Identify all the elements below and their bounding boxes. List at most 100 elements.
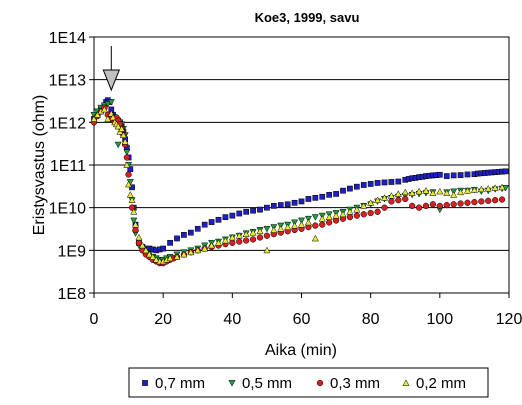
series-1 — [90, 99, 510, 264]
data-point — [346, 208, 354, 215]
data-point — [256, 227, 264, 235]
y-axis-title: Eristysvastus (ohm) — [31, 95, 48, 235]
data-point — [498, 183, 506, 191]
data-point — [311, 234, 319, 242]
data-point — [388, 179, 395, 185]
y-tick-label: 1E12 — [49, 115, 86, 132]
data-point — [256, 234, 264, 241]
data-point — [121, 138, 129, 145]
data-point — [130, 208, 138, 215]
data-point — [326, 191, 333, 198]
data-point — [242, 230, 250, 237]
data-point — [284, 223, 292, 230]
data-point — [312, 194, 319, 201]
data-point — [297, 217, 306, 225]
data-point — [340, 187, 346, 194]
legend-marker — [316, 379, 324, 387]
data-point — [100, 105, 108, 113]
data-point — [263, 225, 271, 233]
x-axis-title: Aika (min) — [265, 342, 337, 359]
data-point — [502, 168, 509, 175]
data-point — [471, 198, 478, 206]
data-point — [415, 204, 423, 211]
data-point — [104, 115, 112, 122]
x-tick-label: 40 — [223, 311, 241, 328]
data-point — [125, 171, 132, 178]
data-point — [402, 195, 409, 203]
data-point — [339, 210, 347, 218]
y-tick-label: 1E10 — [49, 201, 86, 218]
data-point — [443, 201, 450, 209]
x-tick-label: 60 — [293, 311, 311, 328]
data-point — [311, 214, 319, 221]
data-point — [394, 190, 402, 197]
data-point — [478, 198, 485, 205]
data-point — [229, 212, 236, 219]
data-point — [93, 111, 101, 118]
data-point — [90, 115, 98, 122]
data-point — [450, 191, 458, 198]
data-point — [152, 256, 160, 263]
data-point — [436, 171, 443, 178]
data-point — [463, 187, 472, 194]
data-point — [180, 250, 188, 258]
data-point — [263, 246, 271, 254]
data-point — [450, 201, 457, 208]
data-point — [443, 189, 451, 196]
data-point — [222, 214, 229, 220]
data-point — [395, 178, 402, 185]
y-tick-label: 1E14 — [49, 30, 86, 47]
data-point — [201, 244, 209, 252]
legend-box — [128, 367, 489, 398]
data-point — [284, 201, 291, 208]
data-point — [443, 173, 450, 179]
data-point — [249, 229, 257, 236]
data-point — [221, 236, 229, 244]
data-point — [353, 183, 360, 190]
data-point — [374, 180, 381, 186]
data-point — [319, 221, 326, 228]
data-point — [409, 202, 416, 210]
data-point — [264, 204, 270, 211]
x-tick-label: 100 — [426, 311, 453, 328]
data-point — [374, 208, 381, 215]
data-point — [208, 241, 216, 249]
data-point — [214, 239, 223, 246]
data-point — [353, 205, 361, 213]
data-point — [104, 101, 112, 108]
data-point — [374, 196, 382, 204]
data-point — [457, 172, 464, 178]
data-point — [333, 191, 339, 197]
data-point — [250, 207, 256, 214]
legend-marker — [142, 380, 148, 386]
arrow-head — [102, 69, 121, 92]
data-point — [325, 213, 333, 220]
data-point — [145, 250, 153, 258]
data-point — [388, 198, 395, 205]
data-point — [235, 232, 243, 239]
y-tick-label: 1E13 — [49, 73, 86, 90]
data-point — [291, 221, 299, 229]
data-point — [119, 131, 127, 139]
data-point — [228, 233, 236, 241]
data-point — [346, 213, 354, 221]
data-point — [118, 125, 126, 132]
y-tick-label: 1E9 — [58, 243, 87, 260]
x-tick-label: 20 — [154, 311, 172, 328]
data-point — [129, 184, 135, 191]
data-point — [457, 200, 464, 207]
legend-label: 0,5 mm — [242, 375, 292, 392]
data-point — [270, 226, 278, 233]
data-point — [464, 199, 471, 206]
data-point — [149, 253, 157, 260]
data-point — [492, 197, 499, 204]
data-point — [236, 238, 243, 245]
data-point — [360, 202, 368, 209]
data-point — [138, 241, 146, 249]
data-point — [367, 181, 374, 187]
data-point — [123, 161, 131, 168]
data-point — [215, 216, 222, 223]
data-point — [353, 212, 360, 219]
data-point — [387, 192, 395, 199]
